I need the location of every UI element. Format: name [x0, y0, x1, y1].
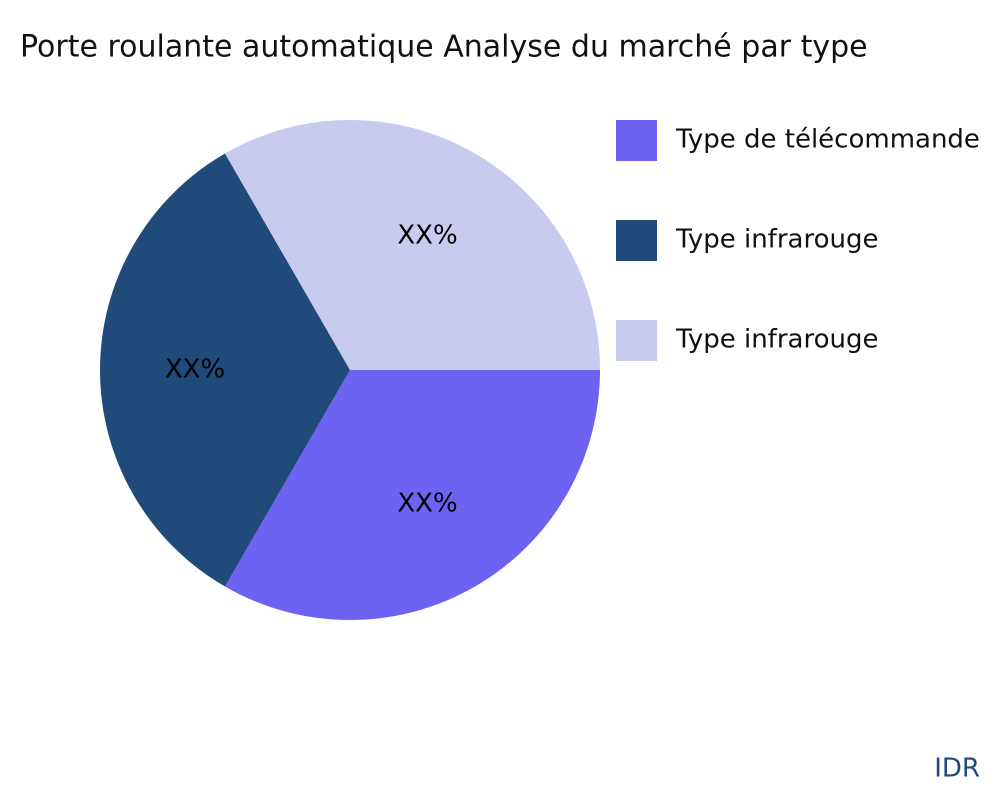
slice-label: XX% — [165, 355, 225, 385]
slice-label: XX% — [397, 220, 457, 250]
legend-swatch — [616, 320, 657, 361]
legend-label: Type infrarouge — [675, 225, 878, 255]
legend-label: Type infrarouge — [675, 325, 878, 355]
legend-label: Type de télécommande — [675, 125, 980, 155]
legend-swatch — [616, 120, 657, 161]
watermark: IDR — [934, 754, 980, 784]
slice-label: XX% — [397, 489, 457, 519]
pie-slice — [225, 119, 600, 370]
legend-swatch — [616, 220, 657, 261]
pie-slice — [225, 370, 600, 620]
chart-title: Porte roulante automatique Analyse du ma… — [20, 30, 868, 65]
